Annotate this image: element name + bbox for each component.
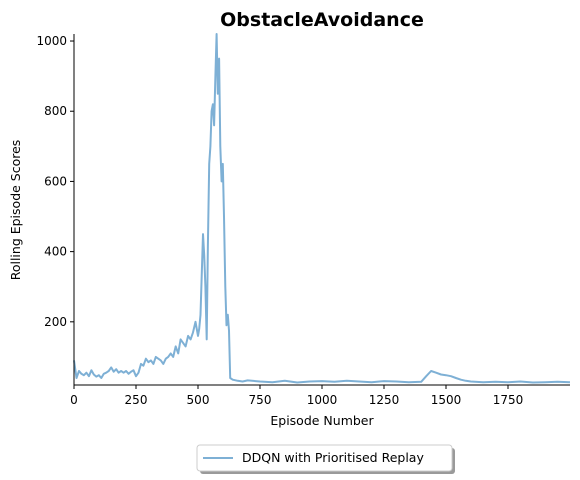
y-tick-label: 800: [44, 104, 67, 118]
legend-label: DDQN with Prioritised Replay: [242, 450, 424, 465]
legend: DDQN with Prioritised Replay: [196, 444, 455, 474]
x-tick-label: 1750: [493, 393, 524, 407]
legend-box: [196, 444, 453, 472]
y-tick-label: 600: [44, 174, 67, 188]
x-tick-label: 1000: [307, 393, 338, 407]
y-tick-label: 200: [44, 315, 67, 329]
y-ticks: 200 400 600 800 1000: [36, 34, 74, 329]
series-line-ddqn: [73, 33, 571, 384]
x-tick-label: 0: [70, 393, 78, 407]
x-tick-label: 1250: [369, 393, 400, 407]
x-tick-label: 500: [187, 393, 210, 407]
x-tick-label: 1500: [431, 393, 462, 407]
y-axis-label: Rolling Episode Scores: [8, 140, 23, 281]
y-tick-label: 400: [44, 245, 67, 259]
plot-area: [73, 33, 571, 384]
y-tick-label: 1000: [36, 34, 67, 48]
x-tick-label: 250: [125, 393, 148, 407]
chart-title: ObstacleAvoidance: [220, 9, 424, 31]
x-axis-label: Episode Number: [270, 413, 374, 428]
x-ticks: 0 250 500 750 1000 1250 1500 1750: [70, 385, 523, 407]
x-tick-label: 750: [249, 393, 272, 407]
